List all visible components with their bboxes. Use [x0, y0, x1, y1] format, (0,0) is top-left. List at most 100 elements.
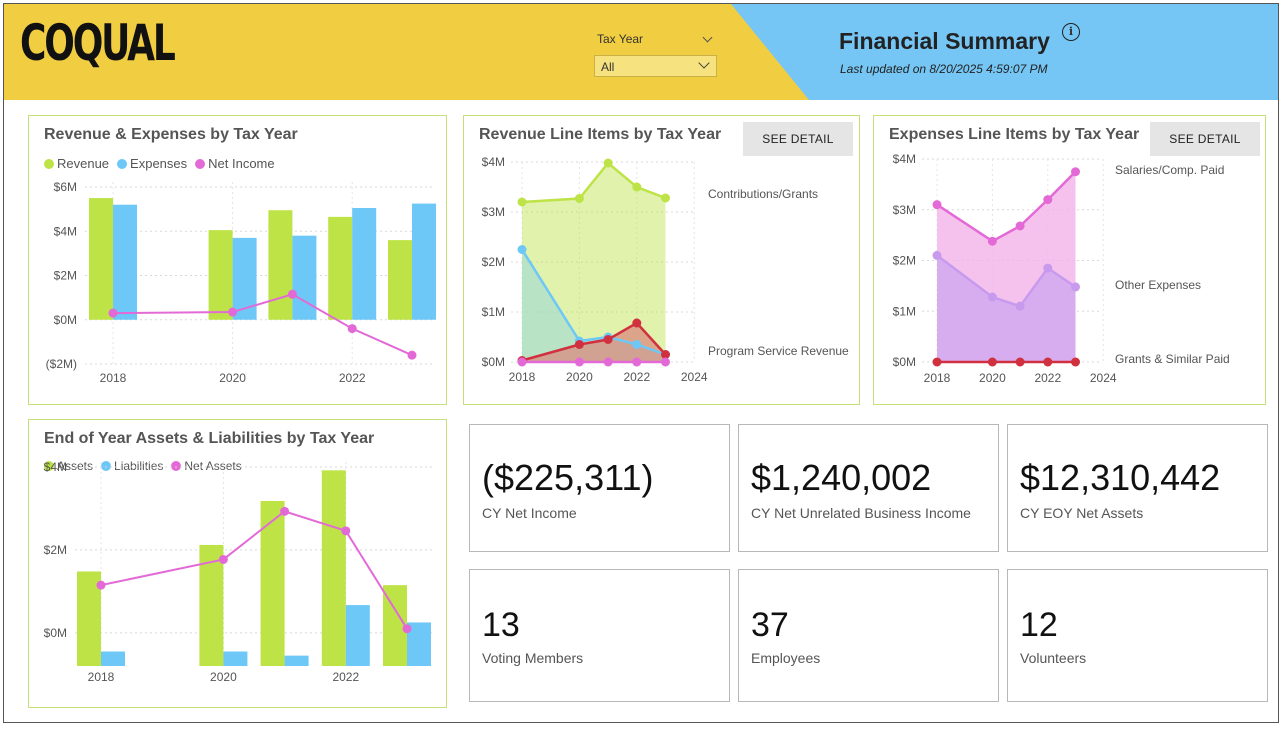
data-point: [1071, 357, 1080, 367]
y-tick-label: $3M: [482, 205, 505, 219]
assets-liabilities-chart[interactable]: $4M $2M $0M 2018 2020 2022: [29, 420, 446, 707]
legend-dot: [101, 461, 112, 471]
kpi-label: Employees: [751, 650, 821, 666]
dashboard-frame: COQUAL Tax Year All Financial Summary i …: [3, 3, 1279, 723]
see-detail-button[interactable]: SEE DETAIL: [1150, 122, 1260, 156]
data-point: [987, 357, 997, 367]
kpi-label: Volunteers: [1020, 650, 1087, 666]
y-tick-label: $1M: [482, 305, 505, 319]
kpi-card-unrelated-business-income: $1,240,002 CY Net Unrelated Business Inc…: [738, 424, 999, 552]
y-tick-label: ($2M): [46, 357, 77, 371]
data-point: [1043, 263, 1053, 273]
x-tick-label: 2018: [924, 371, 951, 385]
x-tick-label: 2018: [509, 370, 536, 384]
y-tick-label: $0M: [54, 313, 77, 327]
bar: [223, 651, 248, 666]
bar: [412, 203, 436, 320]
see-detail-button[interactable]: SEE DETAIL: [743, 122, 853, 156]
legend-item-net-assets[interactable]: Net Assets: [171, 459, 242, 473]
y-tick-label: $6M: [54, 180, 77, 194]
series-label: Other Expenses: [1115, 278, 1201, 292]
legend-item-revenue[interactable]: Revenue: [44, 156, 109, 171]
data-point: [108, 308, 118, 318]
bar: [113, 204, 137, 320]
bar: [321, 470, 346, 666]
data-point: [603, 335, 613, 344]
data-point: [632, 182, 642, 192]
card-title: End of Year Assets & Liabilities by Tax …: [44, 430, 375, 447]
legend-dot: [195, 158, 206, 169]
data-point: [1071, 282, 1080, 292]
x-tick-label: 2020: [210, 670, 237, 684]
y-tick-label: $0M: [893, 355, 916, 369]
y-tick-label: $2M: [482, 255, 505, 269]
y-tick-label: $3M: [893, 203, 916, 217]
data-point: [517, 245, 527, 254]
info-icon[interactable]: i: [1062, 23, 1080, 41]
card-title: Revenue & Expenses by Tax Year: [44, 126, 298, 143]
data-point: [932, 200, 942, 210]
data-point: [1015, 301, 1025, 311]
card-title: Expenses Line Items by Tax Year: [889, 126, 1140, 143]
data-point: [632, 318, 642, 328]
legend-label: Liabilities: [114, 459, 164, 473]
assets-liabilities-card: End of Year Assets & Liabilities by Tax …: [28, 419, 447, 708]
data-point: [932, 357, 942, 367]
expenses-line-items-chart[interactable]: $4M $3M $2M $1M $0M 2018 2020 2022 2024 Salaries/…: [874, 116, 1265, 404]
kpi-value: ($225,311): [482, 457, 654, 498]
bar: [268, 210, 293, 320]
data-point: [574, 194, 584, 203]
legend-label: Net Assets: [184, 459, 242, 473]
bar: [328, 216, 353, 320]
x-tick-label: 2024: [681, 370, 708, 384]
data-point: [517, 197, 527, 207]
legend-item-assets[interactable]: Assets: [44, 459, 93, 473]
kpi-card-net-income: ($225,311) CY Net Income: [469, 424, 730, 552]
revenue-line-items-chart[interactable]: $4M $3M $2M $1M $0M 2018 2020 2022 2024 Contribut…: [464, 116, 859, 404]
data-point: [1071, 167, 1080, 177]
data-point: [402, 624, 412, 634]
x-tick-label: 2020: [979, 371, 1006, 385]
data-point: [574, 357, 584, 367]
legend-item-expenses[interactable]: Expenses: [117, 156, 187, 171]
legend-item-net-income[interactable]: Net Income: [195, 156, 275, 171]
x-tick-label: 2024: [1090, 371, 1117, 385]
data-point: [1043, 195, 1053, 205]
tax-year-dropdown[interactable]: All: [594, 55, 717, 77]
y-tick-label: $4M: [893, 152, 916, 166]
data-point: [603, 357, 613, 367]
legend-dot: [117, 158, 128, 169]
revenue-line-items-card: Revenue Line Items by Tax Year SEE DETAI…: [463, 115, 860, 405]
x-tick-label: 2020: [219, 371, 246, 385]
legend-dot: [44, 461, 54, 471]
revenue-expenses-chart[interactable]: $6M $4M $2M $0M ($2M) 2018 2020 2022: [29, 116, 446, 404]
data-point: [603, 158, 613, 168]
legend-label: Expenses: [130, 156, 188, 171]
data-point: [632, 340, 642, 349]
x-tick-label: 2020: [566, 370, 593, 384]
data-point: [632, 357, 642, 367]
kpi-value: 37: [751, 606, 789, 644]
y-tick-label: $0M: [482, 355, 505, 369]
legend-dot: [171, 461, 182, 471]
kpi-value: 12: [1020, 606, 1058, 644]
data-point: [1015, 221, 1025, 231]
bar: [284, 655, 309, 666]
y-tick-label: $4M: [482, 155, 505, 169]
legend-item-liabilities[interactable]: Liabilities: [101, 459, 163, 473]
kpi-label: CY EOY Net Assets: [1020, 505, 1144, 521]
data-point: [517, 357, 527, 367]
bar: [77, 571, 101, 666]
kpi-label: CY Net Unrelated Business Income: [751, 505, 971, 521]
legend-label: Net Income: [208, 156, 275, 171]
chart-legend: Revenue Expenses Net Income: [44, 156, 275, 171]
data-point: [407, 350, 417, 360]
last-updated-text: Last updated on 8/20/2025 4:59:07 PM: [840, 62, 1048, 76]
data-point: [347, 324, 357, 334]
data-point: [1043, 357, 1053, 367]
legend-label: Revenue: [57, 156, 110, 171]
y-tick-label: $2M: [44, 543, 67, 557]
tax-year-slicer-label: Tax Year: [597, 32, 644, 46]
y-tick-label: $4M: [44, 460, 67, 474]
revenue-expenses-card: Revenue & Expenses by Tax Year Revenue E…: [28, 115, 447, 405]
